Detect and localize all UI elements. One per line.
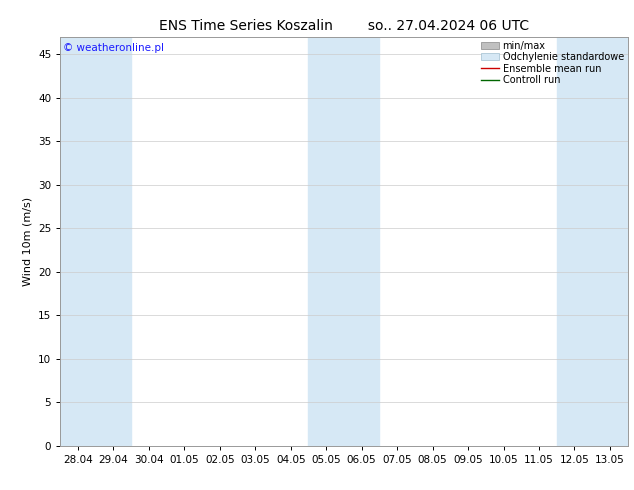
Bar (309, 37, 344, 446)
Text: © weatheronline.pl: © weatheronline.pl (63, 43, 164, 53)
Legend: min/max, Odchylenie standardowe, Ensemble mean run, Controll run: min/max, Odchylenie standardowe, Ensembl… (479, 39, 626, 87)
Bar (96, 37, 131, 446)
Bar (60, 37, 96, 446)
Y-axis label: Wind 10m (m/s): Wind 10m (m/s) (22, 197, 32, 286)
Title: ENS Time Series Koszalin        so.. 27.04.2024 06 UTC: ENS Time Series Koszalin so.. 27.04.2024… (159, 19, 529, 33)
Bar (557, 37, 592, 446)
Bar (592, 37, 628, 446)
Bar (344, 37, 379, 446)
